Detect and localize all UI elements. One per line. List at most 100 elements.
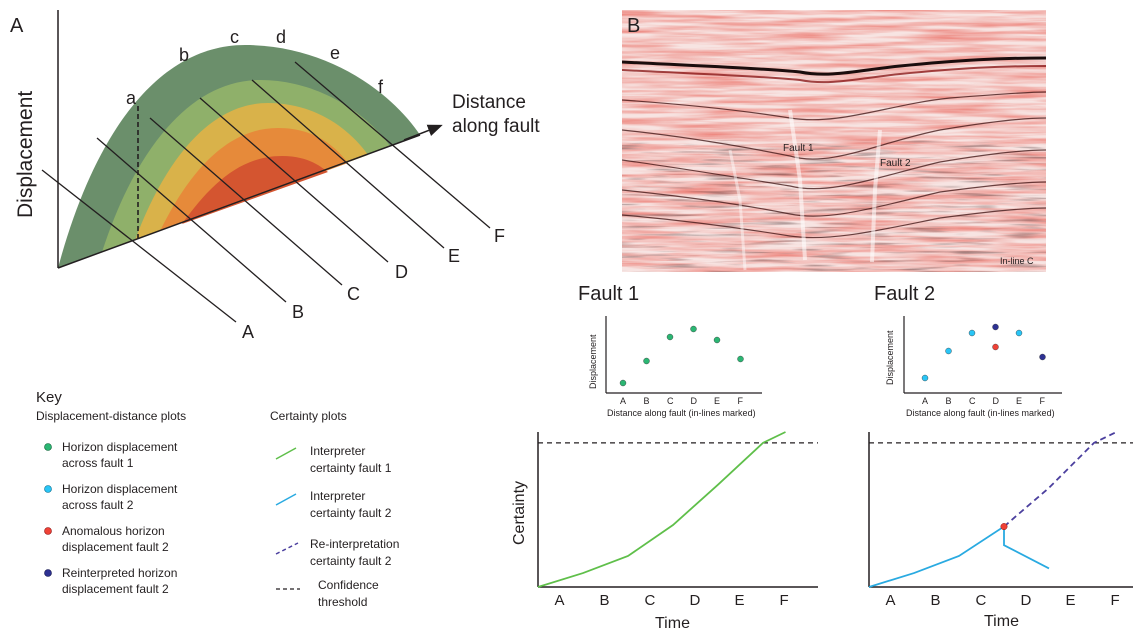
top-letter: e (330, 43, 340, 63)
data-point (690, 325, 697, 333)
key-cert-line: certainty fault 2 (310, 506, 392, 520)
data-point (968, 329, 976, 337)
certainty-plot-1: Certainty Time A B C D E F (511, 431, 818, 632)
x-tick-label: F (1040, 396, 1046, 406)
x-tick-label: F (1111, 592, 1120, 609)
cert2-x-label: Time (984, 613, 1019, 630)
fault2-tick-labels: A B C D E F (922, 396, 1046, 406)
x-tick-label: D (691, 396, 698, 406)
x-tick-label: C (976, 592, 987, 609)
x-tick-label: C (969, 396, 976, 406)
cert1-lines (537, 431, 818, 588)
data-point (945, 347, 952, 355)
key-dd-title: Displacement-distance plots (36, 409, 186, 423)
key-cert-line: Interpreter (310, 489, 365, 503)
key-item-line: displacement fault 2 (62, 540, 169, 554)
fault1-tick-labels: A B C D E F (620, 396, 744, 406)
fault1-x-label: Distance along fault (in-lines marked) (607, 408, 756, 418)
cert2-tick-labels: A B C D E F (886, 592, 1120, 609)
key-line-items: Interpreter certainty fault 1 Interprete… (275, 444, 399, 609)
x-tick-label: E (1066, 592, 1076, 609)
x-tick-label: D (1021, 592, 1032, 609)
certainty-line (537, 431, 786, 588)
line-letter: E (448, 246, 460, 266)
panel-a-y-axis-label: Displacement (14, 91, 37, 218)
key-item-line: displacement fault 2 (62, 582, 169, 596)
x-tick-label: B (931, 592, 941, 609)
line-letter: C (347, 284, 360, 304)
x-tick-label: F (780, 592, 789, 609)
key-line-reinterpretation (275, 542, 299, 555)
key-dot-reinterpreted (44, 569, 52, 577)
key-cert-line: Interpreter (310, 444, 365, 458)
key-dot-fault2 (44, 485, 52, 493)
line-letter: B (292, 302, 304, 322)
key-cert-line: Confidence (318, 578, 379, 592)
x-tick-label: A (555, 592, 565, 609)
inline-cut-e (251, 79, 445, 249)
key-title: Key (36, 389, 62, 406)
x-tick-label: E (1016, 396, 1022, 406)
line-letter: F (494, 226, 505, 246)
key-dot-fault1 (44, 443, 52, 451)
key-cert-line: Re-interpretation (310, 537, 399, 551)
key-cert-line: threshold (318, 595, 367, 609)
fault1-points (619, 325, 744, 387)
inline-cut-a (41, 169, 237, 323)
distance-label-line2: along fault (452, 116, 540, 137)
x-tick-label: D (690, 592, 701, 609)
key-dot-items: Horizon displacement across fault 1 Hori… (44, 440, 178, 596)
top-letter: c (230, 27, 239, 47)
line-letters: A B C D E F (242, 226, 505, 342)
x-tick-label: D (993, 396, 1000, 406)
key-cert-title: Certainty plots (270, 409, 347, 423)
key-item-line: Anomalous horizon (62, 524, 165, 538)
lobe-5 (182, 156, 328, 224)
panel-a-label: A (10, 15, 24, 37)
panel-a-base-line (57, 134, 421, 269)
fault1-plot: Fault 1 Displacement Distance along faul… (578, 283, 762, 418)
certainty-line (1003, 431, 1117, 528)
data-point (713, 336, 721, 344)
key-item-line: Horizon displacement (62, 440, 178, 454)
panel-b-seismic-image: B Fault 1 Fault 2 In-line C (622, 10, 1046, 272)
data-point (737, 355, 744, 363)
inline-label: In-line C (1000, 256, 1034, 266)
data-point (619, 379, 627, 387)
key-item-line: across fault 2 (62, 498, 134, 512)
top-letter: f (378, 77, 384, 97)
fault2-plot: Fault 2 Displacement Distance along faul… (874, 283, 1062, 418)
key-line-fault2 (275, 493, 297, 506)
x-tick-label: B (946, 396, 952, 406)
x-tick-label: B (644, 396, 650, 406)
cert1-tick-labels: A B C D E F (555, 592, 789, 609)
key-cert-line: certainty fault 2 (310, 554, 392, 568)
cert1-y-label: Certainty (511, 481, 528, 545)
x-tick-label: E (735, 592, 745, 609)
fault2-y-label: Displacement (885, 330, 895, 385)
key-item-line: across fault 1 (62, 456, 134, 470)
x-tick-label: A (886, 592, 896, 609)
fault1-label: Fault 1 (783, 143, 814, 154)
key-dot-anomalous (44, 527, 52, 535)
top-letters: a b c d e f (126, 27, 384, 108)
fault2-points (921, 323, 1046, 382)
key-item-line: Horizon displacement (62, 482, 178, 496)
data-point (666, 333, 674, 341)
top-letter: d (276, 27, 286, 47)
fault1-plot-title: Fault 1 (578, 283, 639, 305)
line-letter: D (395, 262, 408, 282)
x-tick-label: B (600, 592, 610, 609)
data-point (1039, 353, 1046, 361)
panel-b-label: B (627, 15, 640, 37)
data-point (921, 374, 929, 382)
certainty-line (868, 524, 1050, 588)
x-tick-label: C (645, 592, 656, 609)
distance-arrow-icon (403, 124, 443, 141)
key-cert-line: certainty fault 1 (310, 461, 392, 475)
fault2-x-label: Distance along fault (in-lines marked) (906, 408, 1055, 418)
inline-cuts (41, 61, 491, 323)
fault2-plot-title: Fault 2 (874, 283, 935, 305)
x-tick-label: A (922, 396, 928, 406)
